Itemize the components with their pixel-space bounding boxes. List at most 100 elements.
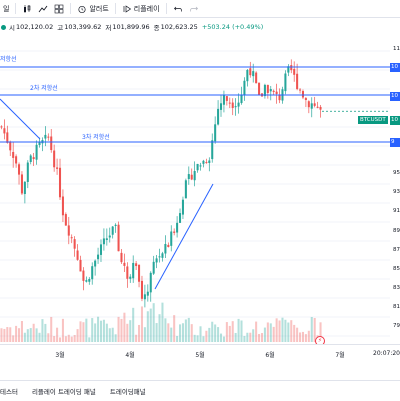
volume-bar: [179, 324, 182, 342]
indicators-button[interactable]: [35, 0, 51, 17]
candle-body: [29, 155, 32, 162]
volume-bar: [6, 327, 9, 342]
volume-bar: [85, 318, 88, 342]
lightning-icon[interactable]: ⚡: [315, 336, 325, 344]
candle-body: [102, 238, 105, 245]
candle-body: [243, 80, 246, 95]
candle-body: [129, 276, 132, 279]
candle-body: [70, 237, 73, 239]
redo-button[interactable]: [186, 0, 202, 17]
volume-bar: [44, 323, 47, 342]
replay-button[interactable]: 리플레이: [119, 0, 163, 17]
tab-trading-panel[interactable]: 트레이딩패널: [109, 388, 146, 396]
candle-body: [79, 259, 82, 272]
candle-body: [225, 96, 228, 101]
tab-strategy-tester[interactable]: 테스터: [0, 388, 18, 396]
candle-body: [58, 167, 62, 198]
volume-bar: [120, 318, 123, 342]
volume-bar: [231, 321, 234, 342]
volume-bar: [26, 329, 29, 342]
candle-body: [132, 262, 135, 279]
layout-button[interactable]: [51, 0, 67, 17]
candle-body: [76, 250, 79, 260]
volume-bar: [181, 323, 184, 342]
grid-layout-icon: [55, 4, 64, 13]
y-axis-label: 79: [393, 323, 400, 329]
volume-bar: [56, 327, 59, 342]
volume-bar: [319, 322, 322, 342]
volume-bar: [307, 330, 310, 342]
chart-type-button[interactable]: [19, 0, 35, 17]
price-axis[interactable]: 11 10 10 10 9 95 93 91 89 87 85 83 81 79: [390, 36, 400, 344]
candle-body: [135, 263, 138, 267]
candle-body: [222, 95, 225, 105]
candle-body: [199, 165, 202, 167]
candle-body: [23, 181, 26, 195]
candle-body: [208, 160, 211, 163]
candle-body: [287, 66, 290, 73]
volume-bar: [249, 332, 252, 342]
ohlc-legend: 시 102,120.02 고 103,399.62 저 101,899.96 종…: [0, 21, 263, 33]
time-axis[interactable]: 3월 4월 5월 6월 7월 20:07:20: [0, 344, 400, 361]
undo-button[interactable]: [170, 0, 186, 17]
alert-button[interactable]: 알러트: [74, 0, 111, 17]
candle-body: [50, 136, 53, 151]
volume-bar: [258, 333, 261, 342]
candle-body: [117, 224, 120, 252]
volume-bar: [29, 328, 32, 342]
candle-body: [214, 124, 217, 142]
candle-body: [190, 174, 193, 180]
volume-bar: [67, 334, 70, 342]
change-value: +503.24 (+0.49%): [201, 23, 264, 31]
toolbar-divider: [70, 3, 72, 14]
candle-body: [319, 106, 322, 110]
interval-selector[interactable]: 일: [0, 0, 12, 17]
tab-replay-trading-panel[interactable]: 리플레이 트레이딩 패널: [31, 388, 96, 396]
toolbar-divider: [15, 3, 17, 14]
price-chart[interactable]: [0, 36, 390, 344]
volume-bar: [190, 324, 193, 342]
volume-bar: [263, 327, 266, 342]
candle-body: [176, 222, 179, 233]
price-tag: 10: [390, 116, 400, 125]
y-axis-label: 89: [393, 228, 400, 234]
candle-body: [307, 101, 310, 108]
chart-pane[interactable]: 저항선 2차 저항선 3차 저항선 BTCUSDT ⚡: [0, 36, 390, 344]
candle-body: [114, 224, 117, 226]
volume-bar: [9, 327, 12, 342]
candle-body: [18, 164, 21, 175]
y-axis-label: 95: [393, 170, 400, 176]
volume-bar: [275, 318, 278, 342]
candle-body: [167, 244, 170, 247]
trend-line-up[interactable]: [154, 183, 214, 290]
volume-bar: [138, 324, 141, 342]
volume-bar: [3, 328, 6, 342]
candle-body: [161, 253, 164, 258]
candle-body: [284, 73, 287, 92]
open-value: 102,120.02: [15, 23, 54, 31]
volume-bar: [58, 337, 62, 342]
volume-bar: [64, 336, 67, 342]
candle-body: [44, 134, 47, 139]
candle-body: [91, 266, 94, 280]
alert-label: 알러트: [89, 4, 109, 13]
candle-body: [181, 199, 184, 215]
trend-line-down[interactable]: [0, 98, 41, 140]
volume-bar: [290, 320, 293, 342]
candle-body: [272, 90, 275, 92]
y-axis-label: 91: [393, 208, 400, 214]
volume-bar: [146, 311, 149, 342]
toolbar-divider: [114, 3, 116, 14]
candle-body: [88, 278, 91, 282]
candle-body: [234, 106, 237, 108]
volume-bar: [155, 323, 158, 342]
volume-bar: [237, 318, 240, 342]
volume-bar: [35, 328, 38, 342]
volume-bar: [272, 326, 275, 342]
level-tag-3: 9: [390, 138, 400, 147]
candle-body: [187, 174, 190, 180]
alarm-clock-icon: [78, 5, 87, 13]
drawings-layer: [0, 66, 390, 290]
candle-body: [143, 294, 146, 300]
candle-body: [240, 94, 243, 104]
